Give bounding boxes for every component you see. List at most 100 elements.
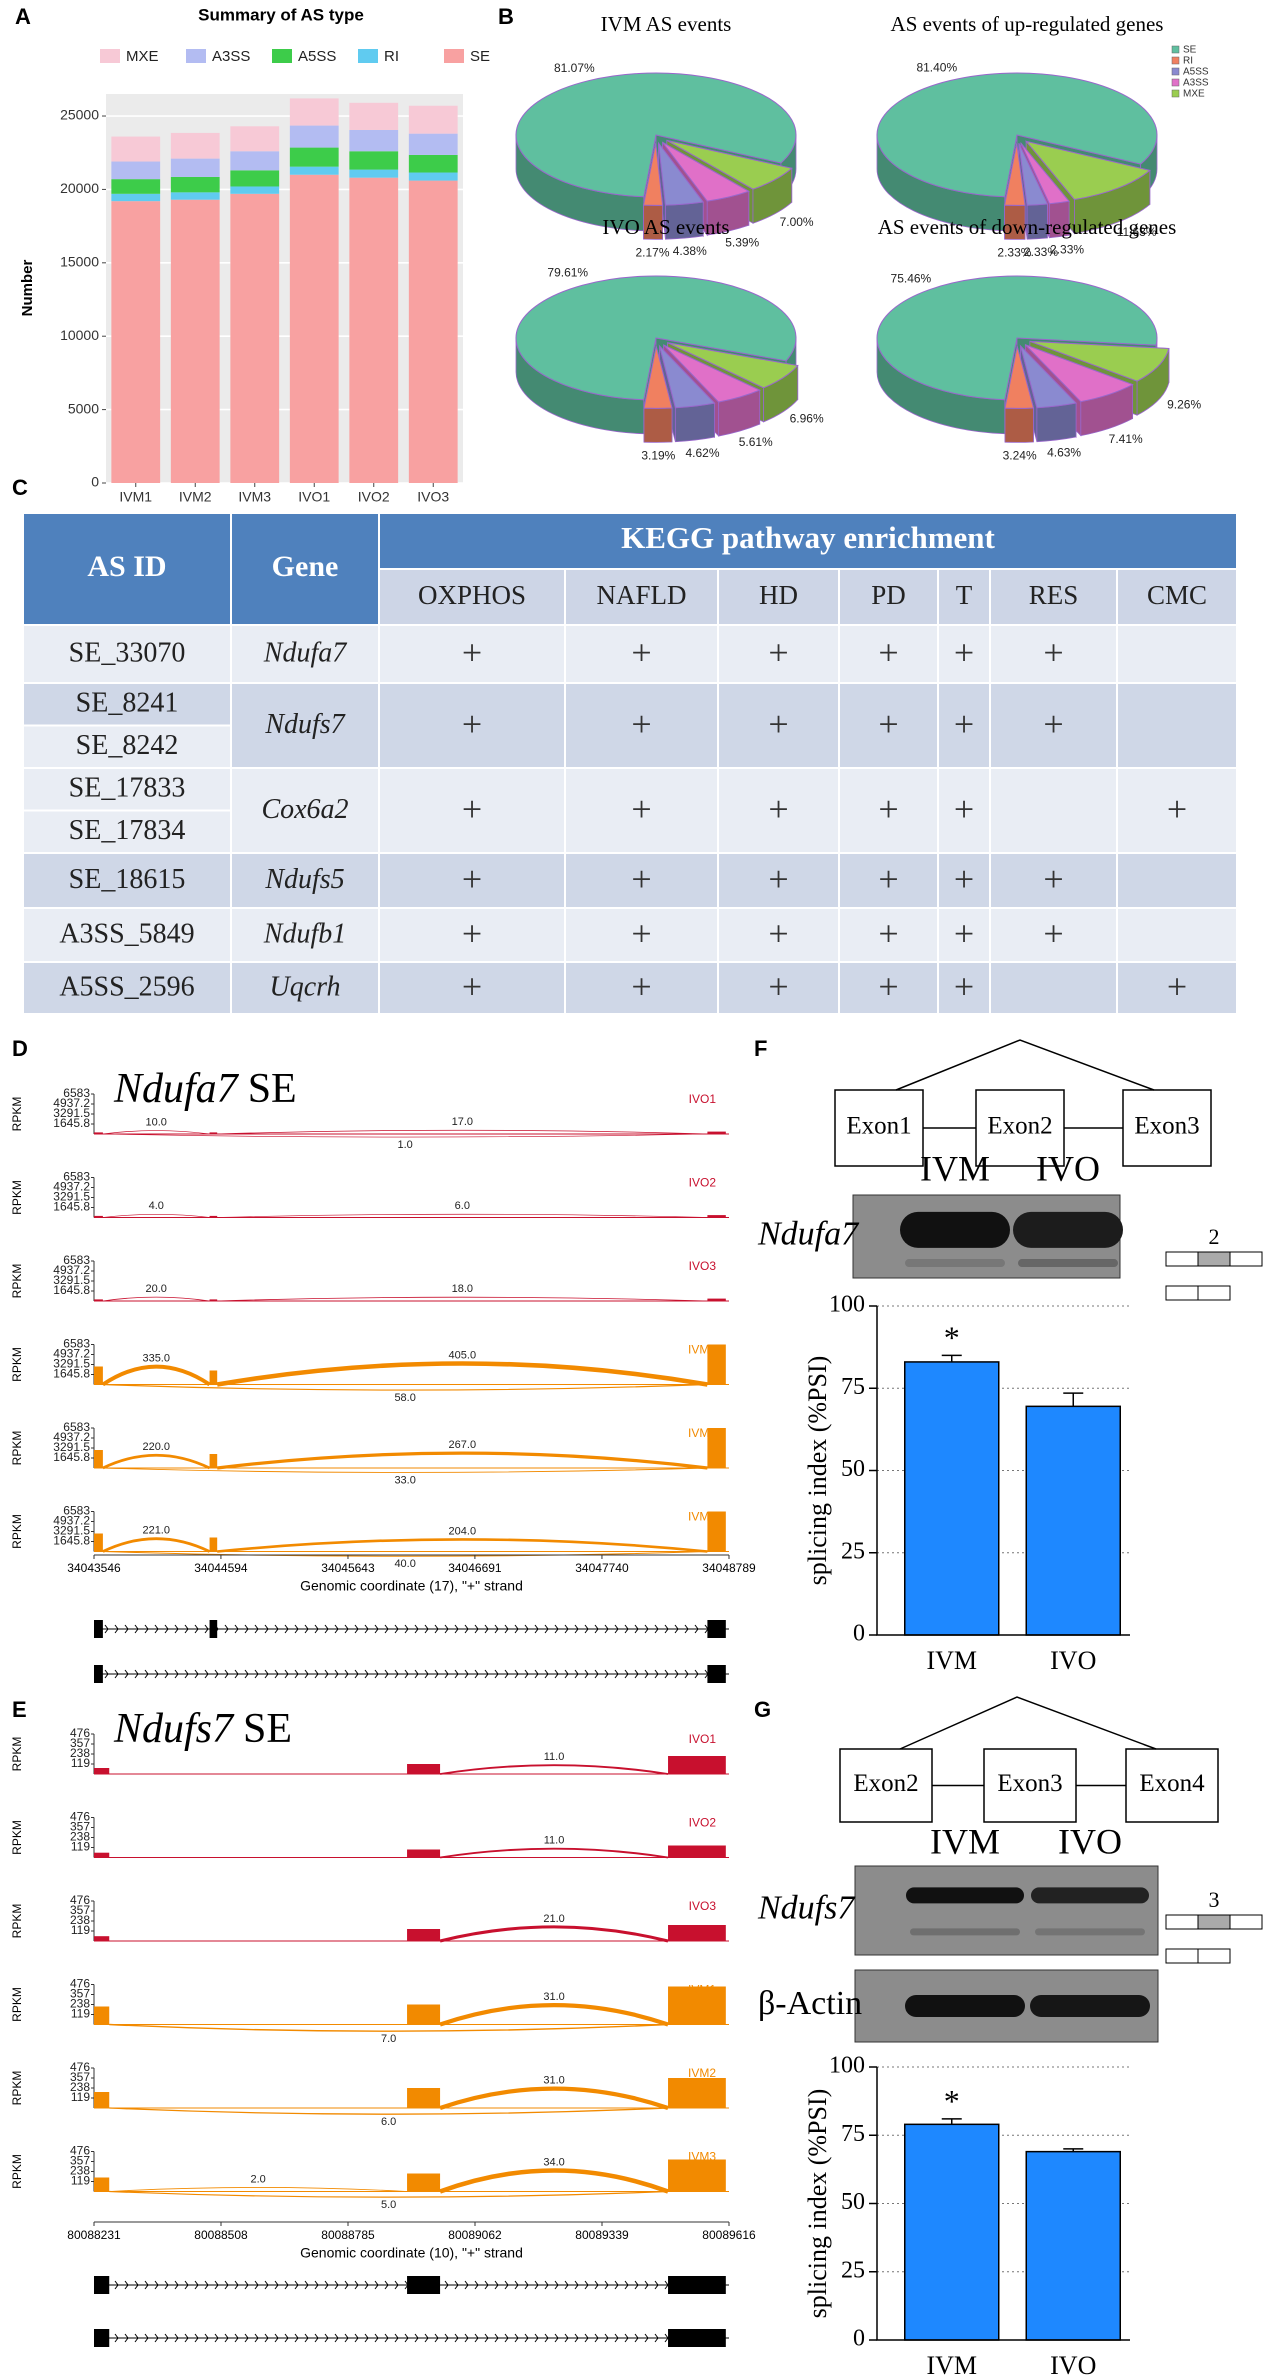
coverage (94, 1936, 110, 1941)
x-tick-label: IVM (926, 1646, 977, 1675)
legend-swatch (1171, 78, 1180, 87)
panel-label: B (498, 4, 514, 29)
y-tick-label: 4937.2 (53, 1430, 90, 1444)
y-axis-label: RPKM (10, 1987, 24, 2022)
junction-label: 10.0 (146, 1116, 167, 1128)
table-text: + (631, 789, 651, 829)
table-cell (22, 624, 232, 684)
table-cell (937, 682, 991, 769)
y-tick-label: 476 (70, 2060, 90, 2074)
table-cell (989, 961, 1118, 1015)
track-name: IVO3 (689, 1899, 717, 1913)
y-tick-label: 119 (71, 2090, 90, 2104)
title-event: SE (248, 1066, 297, 1112)
y-tick-label: 119 (71, 1756, 90, 1770)
bar-segment (349, 151, 399, 170)
pie-slice (1018, 143, 1049, 206)
coverage (94, 1215, 103, 1218)
coverage (707, 1215, 726, 1218)
isoform-label: 3 (1209, 1887, 1220, 1912)
y-tick-label: 20000 (60, 180, 99, 196)
exon-box (1125, 1748, 1219, 1823)
table-cell (1116, 767, 1238, 854)
track-name: IVO2 (689, 1176, 717, 1190)
exon-block (407, 2276, 441, 2294)
table-text: OXPHOS (418, 580, 526, 610)
junction-label: 33.0 (394, 1474, 415, 1486)
table-text: + (768, 966, 788, 1006)
x-tick-label: IVM3 (238, 489, 271, 505)
junction-label: 40.0 (394, 1558, 415, 1570)
y-tick-label: 1645.8 (53, 1367, 90, 1381)
y-tick-label: 6583 (63, 1420, 90, 1434)
pie-value-label: 2.17% (636, 246, 670, 260)
y-tick-label: 476 (70, 1726, 90, 1740)
table-cell (22, 961, 232, 1015)
junction-label: 31.0 (543, 1991, 564, 2003)
panel-label: C (12, 475, 28, 500)
skip-junction (899, 1696, 1157, 1750)
bar-segment (408, 172, 458, 181)
y-tick-label: 119 (71, 2174, 90, 2188)
y-axis-label: RPKM (10, 1180, 24, 1215)
exon-box (1122, 1089, 1212, 1167)
y-tick-label: 6583 (63, 1337, 90, 1351)
exon-box (983, 1748, 1077, 1823)
y-tick-label: 6583 (63, 1170, 90, 1184)
y-tick-label: 119 (71, 2007, 90, 2021)
coverage (668, 2078, 726, 2108)
bar-segment (111, 179, 161, 194)
table-cell (717, 961, 840, 1015)
pie-slice (1029, 340, 1170, 382)
table-text: + (954, 704, 974, 744)
track-name: IVO1 (689, 1092, 717, 1106)
exon-label: Exon2 (987, 1113, 1052, 1140)
bar-segment (289, 125, 339, 148)
pie-value-label: 7.41% (1109, 432, 1143, 446)
pie-slice (515, 275, 797, 401)
junction-arc (216, 1451, 708, 1470)
bar-segment (349, 177, 399, 483)
table-text: RES (1029, 580, 1079, 610)
track-name: IVM2 (688, 1426, 716, 1440)
y-axis-label: RPKM (10, 1347, 24, 1382)
table-text: + (462, 704, 482, 744)
bar-segment (289, 98, 339, 126)
table-cell (378, 961, 566, 1015)
bar-segment (111, 136, 161, 162)
table-text: + (878, 913, 898, 953)
table-text: KEGG pathway enrichment (621, 520, 995, 555)
bar (904, 2123, 1000, 2341)
table-cell (717, 568, 840, 626)
table-text: + (878, 632, 898, 672)
pie-value-label: 2.33% (997, 246, 1031, 260)
y-tick-label: 238 (70, 2164, 90, 2178)
pie-value-label: 2.33% (1050, 242, 1084, 256)
table-text: + (1043, 632, 1063, 672)
junction-label: 204.0 (449, 1525, 477, 1537)
exon-label: Exon4 (1139, 1770, 1205, 1797)
bar-segment (408, 105, 458, 134)
y-tick-label: 5000 (68, 400, 99, 416)
y-tick-label: 50 (841, 1456, 865, 1482)
table-text: + (768, 789, 788, 829)
pie-title: AS events of up-regulated genes (891, 12, 1164, 36)
junction-arc (109, 2190, 669, 2198)
x-tick-label: IVO (1050, 2351, 1096, 2380)
y-axis-label: RPKM (10, 1514, 24, 1549)
table-text: + (631, 966, 651, 1006)
table-cell (230, 852, 380, 909)
junction-label: 11.0 (544, 1835, 565, 1847)
bar-segment (170, 158, 220, 177)
coverage (707, 1131, 726, 1134)
pie-value-label: 75.46% (891, 271, 932, 285)
y-tick-label: 25 (841, 2257, 865, 2283)
significance: * (944, 2083, 960, 2119)
gel-band (1035, 1928, 1145, 1936)
y-tick-label: 476 (70, 1977, 90, 1991)
bar-segment (349, 129, 399, 152)
table-text: + (462, 913, 482, 953)
gel-band (906, 1887, 1024, 1904)
y-tick-label: 4937.2 (53, 1180, 90, 1194)
